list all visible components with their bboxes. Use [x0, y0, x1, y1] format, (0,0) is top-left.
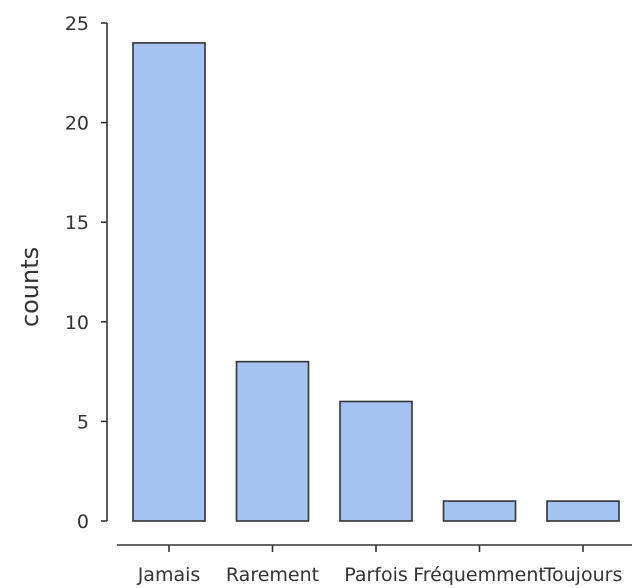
y-tick-label-5: 5 [77, 411, 89, 433]
labels-layer: 0 5 10 15 20 25 Jamais Rarement Parfois Fréquemme… [65, 13, 623, 586]
bar-fréquemment [442, 500, 517, 522]
y-tick-label-20: 20 [65, 113, 89, 135]
x-tick-label-jamais: Jamais [137, 564, 201, 586]
y-tick-label-0: 0 [77, 511, 89, 533]
x-tick-label-fréquemment: Fréquemment [413, 564, 546, 586]
bar-jamais [132, 42, 206, 522]
y-tick-label-15: 15 [65, 212, 89, 234]
bars-layer [132, 42, 620, 522]
y-tick-label-25: 25 [65, 13, 89, 35]
bar-rarement [235, 360, 310, 522]
y-tick-label-10: 10 [65, 312, 89, 334]
axes-layer [101, 22, 632, 552]
y-axis-title: counts [16, 247, 44, 327]
bar-parfois [339, 400, 413, 522]
x-tick-label-parfois: Parfois [344, 564, 408, 586]
x-tick-label-rarement: Rarement [226, 564, 319, 586]
x-tick-label-toujours: Toujours [543, 564, 623, 586]
bar-toujours [546, 500, 620, 522]
